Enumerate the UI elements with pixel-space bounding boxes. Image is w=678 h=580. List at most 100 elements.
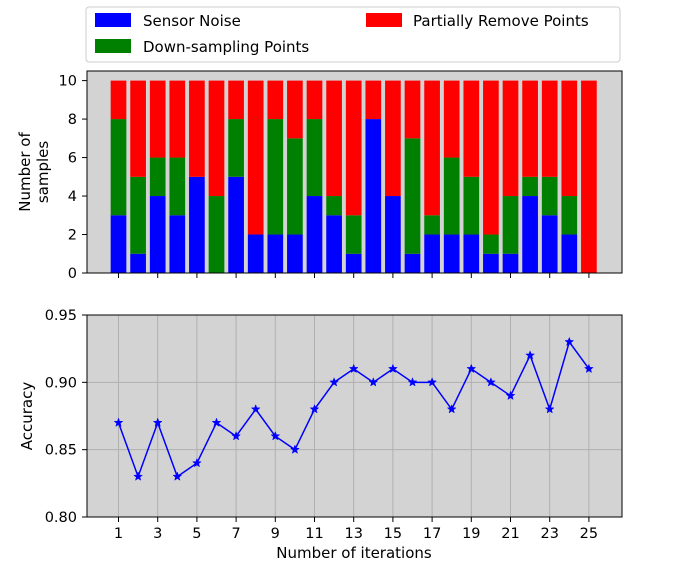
legend-label-partial: Partially Remove Points	[413, 12, 589, 30]
accuracy-point	[368, 377, 379, 387]
bottom-xticks: 1 3 5 7 9 11 13 15 17 19 21 23 25	[114, 517, 598, 542]
x-tick-label: 9	[271, 526, 280, 542]
x-tick-label: 1	[114, 526, 123, 542]
bar-segment	[561, 196, 578, 235]
bar-segment	[345, 215, 362, 254]
accuracy-point	[329, 377, 340, 387]
accuracy-point	[191, 457, 202, 468]
bar-segment	[404, 138, 421, 254]
bar-segment	[110, 80, 127, 120]
bar-segment	[287, 138, 303, 235]
bar-segment	[247, 234, 264, 273]
accuracy-point	[250, 404, 261, 414]
accuracy-point	[172, 471, 183, 481]
bar-segment	[581, 80, 597, 273]
bar-segment	[287, 80, 303, 139]
bar-segment	[326, 215, 342, 273]
y-tick-label: 0.80	[45, 510, 77, 526]
legend: Sensor Noise Down-sampling Points Partia…	[85, 6, 621, 63]
accuracy-point	[133, 471, 144, 481]
legend-swatch-partial	[366, 13, 402, 27]
bottom-yticks: 0.80 0.85 0.90 0.95	[45, 308, 87, 526]
bar-segment	[110, 215, 127, 273]
y-tick-label: 6	[68, 151, 77, 167]
x-tick-label: 5	[192, 526, 201, 542]
bar-segment	[561, 234, 578, 273]
accuracy-point	[211, 417, 222, 427]
bar-segment	[169, 157, 186, 216]
accuracy-markers	[113, 336, 594, 481]
bar-segment	[169, 80, 186, 158]
bar-segment	[483, 253, 499, 273]
bar-segment	[228, 80, 244, 120]
x-tick-label: 21	[501, 526, 519, 542]
top-axes-frame	[86, 70, 623, 274]
accuracy-point	[525, 350, 536, 360]
bar-segment	[247, 80, 264, 235]
accuracy-point	[387, 363, 398, 374]
bar-segment	[326, 196, 342, 216]
bar-segment	[189, 176, 205, 273]
bar-segment	[365, 119, 382, 273]
legend-frame	[85, 6, 621, 63]
top-bars	[110, 80, 597, 273]
bar-segment	[345, 253, 362, 273]
bar-segment	[522, 80, 538, 177]
bar-segment	[365, 80, 382, 120]
y-tick-label: 0.95	[45, 308, 77, 324]
y-tick-label: 0.90	[45, 375, 77, 391]
bar-segment	[424, 234, 440, 273]
x-tick-label: 3	[153, 526, 162, 542]
bar-segment	[561, 80, 578, 197]
top-xticks	[118, 273, 590, 278]
accuracy-point	[564, 336, 575, 347]
bar-segment	[306, 80, 323, 120]
accuracy-point	[446, 404, 457, 414]
y-tick-label: 8	[68, 112, 77, 128]
y-tick-label: 0	[68, 266, 77, 282]
bar-segment	[541, 215, 558, 273]
accuracy-point	[407, 377, 418, 387]
bar-segment	[130, 176, 146, 254]
bar-segment	[522, 176, 538, 197]
x-tick-label: 19	[462, 526, 480, 542]
bar-segment	[424, 80, 440, 216]
accuracy-point	[348, 363, 359, 374]
accuracy-point	[466, 363, 477, 374]
accuracy-point	[583, 363, 594, 374]
bottom-axes-frame	[86, 314, 623, 518]
y-tick-label: 4	[68, 189, 77, 205]
bar-segment	[502, 196, 519, 254]
bar-segment	[502, 253, 519, 273]
bar-segment	[404, 80, 421, 139]
legend-label-noise: Sensor Noise	[143, 12, 241, 30]
top-yticks: 0 2 4 6 8 10	[59, 74, 87, 282]
bar-segment	[306, 196, 323, 273]
bar-segment	[130, 80, 146, 177]
legend-swatch-down	[95, 39, 131, 53]
bar-segment	[130, 253, 146, 273]
x-axis-label: Number of iterations	[276, 544, 432, 562]
accuracy-point	[289, 444, 300, 454]
bottom-axes-bg	[87, 315, 622, 517]
bar-segment	[267, 119, 284, 235]
bar-segment	[483, 80, 499, 235]
bar-segment	[228, 176, 244, 273]
accuracy-point	[544, 404, 555, 414]
bar-segment	[110, 119, 127, 216]
bar-segment	[443, 157, 460, 235]
bar-segment	[385, 80, 401, 197]
bar-segment	[483, 234, 499, 254]
bar-segment	[326, 80, 342, 197]
bar-segment	[522, 196, 538, 273]
x-tick-label: 15	[384, 526, 402, 542]
bar-segment	[463, 176, 480, 235]
y-tick-label: 10	[59, 74, 77, 90]
x-tick-label: 7	[231, 526, 240, 542]
top-ylabel-line1: Number of	[16, 132, 34, 212]
bar-segment	[345, 80, 362, 216]
bar-segment	[228, 119, 244, 177]
bar-segment	[385, 196, 401, 273]
accuracy-point	[505, 390, 516, 401]
